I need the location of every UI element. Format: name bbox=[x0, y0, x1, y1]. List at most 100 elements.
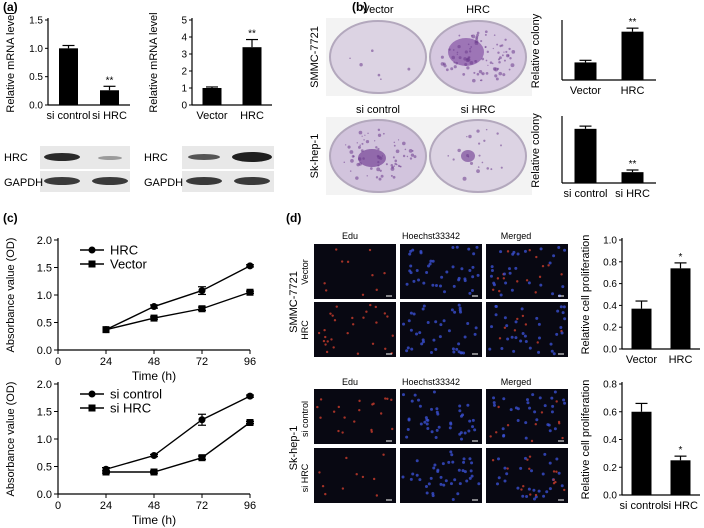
cell-dot bbox=[405, 435, 409, 439]
cell-dot bbox=[552, 478, 555, 481]
cell-dot bbox=[468, 269, 472, 273]
cell-dot bbox=[415, 269, 419, 273]
cell-dot bbox=[491, 288, 495, 291]
cell-dot bbox=[463, 470, 467, 474]
cell-dot bbox=[423, 420, 427, 424]
cell-dot bbox=[461, 413, 465, 417]
micro-tile bbox=[486, 302, 568, 357]
cell-dot bbox=[502, 277, 506, 280]
colony-dot bbox=[457, 44, 461, 49]
x-tick-label: 72 bbox=[196, 500, 208, 512]
cell-dot bbox=[526, 401, 530, 405]
cell-dot bbox=[407, 418, 411, 422]
y-axis-label: Relative cell proliferation bbox=[580, 235, 592, 355]
cell-dot bbox=[458, 409, 462, 413]
cell-dot bbox=[503, 316, 507, 320]
colony-dot bbox=[355, 176, 359, 180]
colony-dot bbox=[477, 166, 480, 168]
cell-dot bbox=[528, 346, 532, 350]
cell-dot bbox=[523, 456, 527, 460]
cell-dot bbox=[346, 331, 349, 335]
cell-dot bbox=[463, 277, 467, 281]
y-tick-label: 1.0 bbox=[37, 434, 52, 446]
colony-dot bbox=[474, 39, 479, 44]
cell-dot bbox=[375, 288, 378, 292]
bar-1 bbox=[242, 47, 262, 105]
micro-header-merged-bottom: Merged bbox=[501, 377, 532, 387]
cell-dot bbox=[355, 473, 358, 476]
cell-dot bbox=[506, 250, 510, 253]
colony-dot bbox=[350, 159, 354, 163]
data-point bbox=[150, 303, 158, 311]
cell-dot bbox=[318, 471, 321, 474]
cell-dot bbox=[379, 412, 383, 415]
cell-dot bbox=[439, 482, 443, 486]
cell-dot bbox=[542, 494, 546, 498]
cell-dot bbox=[494, 313, 498, 317]
cell-dot bbox=[512, 349, 516, 353]
cell-dot bbox=[421, 307, 425, 311]
colony-dot bbox=[361, 135, 363, 137]
bar-0 bbox=[574, 128, 597, 183]
colony-dot bbox=[487, 64, 489, 66]
cell-dot bbox=[411, 472, 415, 476]
western-blot-left: HRC GAPDH bbox=[4, 146, 130, 192]
cell-dot bbox=[337, 405, 341, 409]
colony-dot bbox=[495, 77, 499, 81]
cell-dot bbox=[455, 347, 459, 351]
colony-dot bbox=[399, 165, 401, 168]
cell-dot bbox=[335, 305, 338, 308]
cell-dot bbox=[470, 288, 474, 292]
data-point bbox=[198, 416, 206, 424]
chart-c-top: 0.0 0.5 1.0 1.5 2.0 0 24 48 72 96 Time (h) Absorban… bbox=[5, 235, 256, 383]
x-tick-label: HRC bbox=[240, 110, 264, 122]
cell-dot bbox=[405, 349, 409, 353]
cell-dot bbox=[452, 350, 456, 354]
colony-dot bbox=[466, 136, 468, 138]
colony-dot bbox=[359, 144, 361, 146]
panel-label-b: (b) bbox=[352, 0, 367, 14]
cell-dot bbox=[521, 314, 525, 318]
y-tick-label: 0.5 bbox=[29, 72, 43, 83]
colony-dot bbox=[467, 43, 470, 46]
data-point bbox=[150, 314, 158, 322]
cell-dot bbox=[420, 342, 424, 346]
cell-dot bbox=[468, 419, 472, 423]
micro-row-si-control: si control bbox=[300, 401, 310, 437]
cell-dot bbox=[555, 332, 559, 336]
cell-dot bbox=[412, 312, 416, 316]
cell-dot bbox=[476, 273, 480, 277]
cell-dot bbox=[432, 338, 436, 342]
cell-dot bbox=[324, 335, 327, 339]
y-tick-label: 2.0 bbox=[37, 379, 52, 391]
colony-dot bbox=[478, 69, 483, 74]
y-axis-label: Relative mRNA level bbox=[5, 12, 17, 112]
cell-dot bbox=[450, 308, 454, 312]
cell-dot bbox=[490, 269, 494, 273]
cell-dot bbox=[560, 331, 564, 335]
colony-dot bbox=[462, 176, 467, 181]
cell-dot bbox=[466, 322, 470, 326]
colony-dot bbox=[491, 62, 494, 65]
cell-dot bbox=[429, 259, 433, 263]
colony-dot bbox=[385, 163, 388, 166]
cell-dot bbox=[468, 476, 472, 480]
cell-dot bbox=[559, 305, 563, 309]
cell-dot bbox=[548, 461, 552, 465]
cell-dot bbox=[356, 352, 360, 355]
cell-dot bbox=[457, 468, 461, 472]
cell-dot bbox=[502, 397, 506, 401]
data-point bbox=[246, 288, 254, 296]
cell-dot bbox=[415, 332, 419, 336]
cell-dot bbox=[450, 453, 454, 457]
colony-dot bbox=[484, 33, 487, 36]
cell-dot bbox=[555, 470, 558, 473]
cell-dot bbox=[470, 474, 474, 478]
colony-dot bbox=[371, 49, 374, 53]
cell-dot bbox=[508, 271, 512, 275]
cell-dot bbox=[520, 488, 523, 491]
colony-dot bbox=[503, 59, 506, 62]
colony-dot bbox=[492, 67, 497, 71]
colony-dot bbox=[464, 50, 468, 54]
cell-dot bbox=[519, 466, 523, 470]
